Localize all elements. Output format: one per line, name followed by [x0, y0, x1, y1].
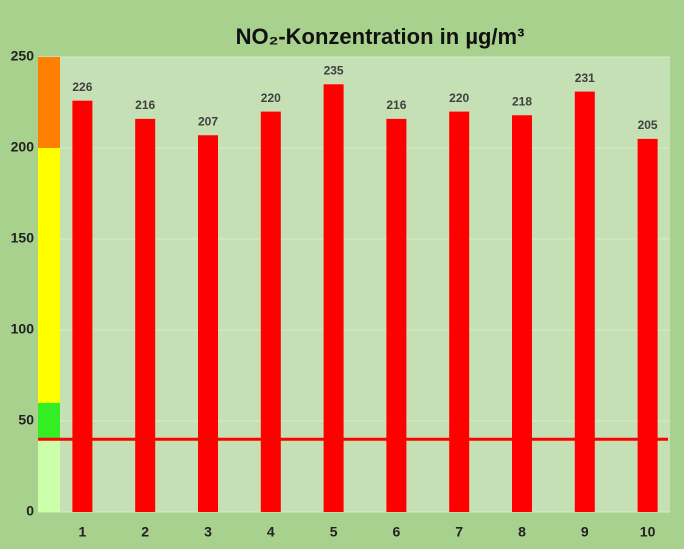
x-tick-label: 1 [79, 524, 87, 540]
x-tick-label: 8 [518, 524, 526, 540]
y-tick-label: 50 [18, 412, 34, 428]
value-label: 220 [449, 91, 469, 105]
threshold-band [38, 402, 60, 440]
value-label: 216 [135, 98, 155, 112]
bar [198, 135, 218, 512]
y-tick-label: 0 [26, 503, 34, 519]
x-tick-label: 3 [204, 524, 212, 540]
x-tick-label: 7 [455, 524, 463, 540]
bar [386, 118, 407, 512]
value-label: 207 [198, 114, 218, 128]
bar [135, 118, 156, 512]
value-label: 235 [324, 63, 344, 77]
x-tick-label: 4 [267, 524, 275, 540]
value-label: 205 [638, 118, 658, 132]
bar [512, 115, 532, 513]
y-tick-label: 100 [11, 321, 35, 337]
x-tick-label: 2 [141, 524, 149, 540]
value-label: 226 [72, 80, 92, 94]
value-label: 220 [261, 91, 281, 105]
value-label: 218 [512, 94, 532, 108]
y-tick-label: 250 [11, 48, 35, 64]
x-tick-label: 9 [581, 524, 589, 540]
bar [574, 91, 595, 512]
bar [637, 138, 658, 512]
value-label: 231 [575, 71, 595, 85]
bar [449, 111, 470, 512]
threshold-band [38, 148, 60, 403]
y-tick-label: 200 [11, 139, 35, 155]
x-tick-label: 5 [330, 524, 338, 540]
y-tick-label: 150 [11, 230, 35, 246]
bar [323, 84, 344, 513]
x-tick-label: 10 [640, 524, 656, 540]
chart-title: NO₂-Konzentration in µg/m³ [236, 24, 525, 49]
threshold-band [38, 57, 60, 148]
bar [72, 100, 93, 513]
x-tick-label: 6 [393, 524, 401, 540]
bar [260, 111, 281, 512]
value-label: 216 [386, 98, 406, 112]
threshold-band [38, 439, 60, 512]
